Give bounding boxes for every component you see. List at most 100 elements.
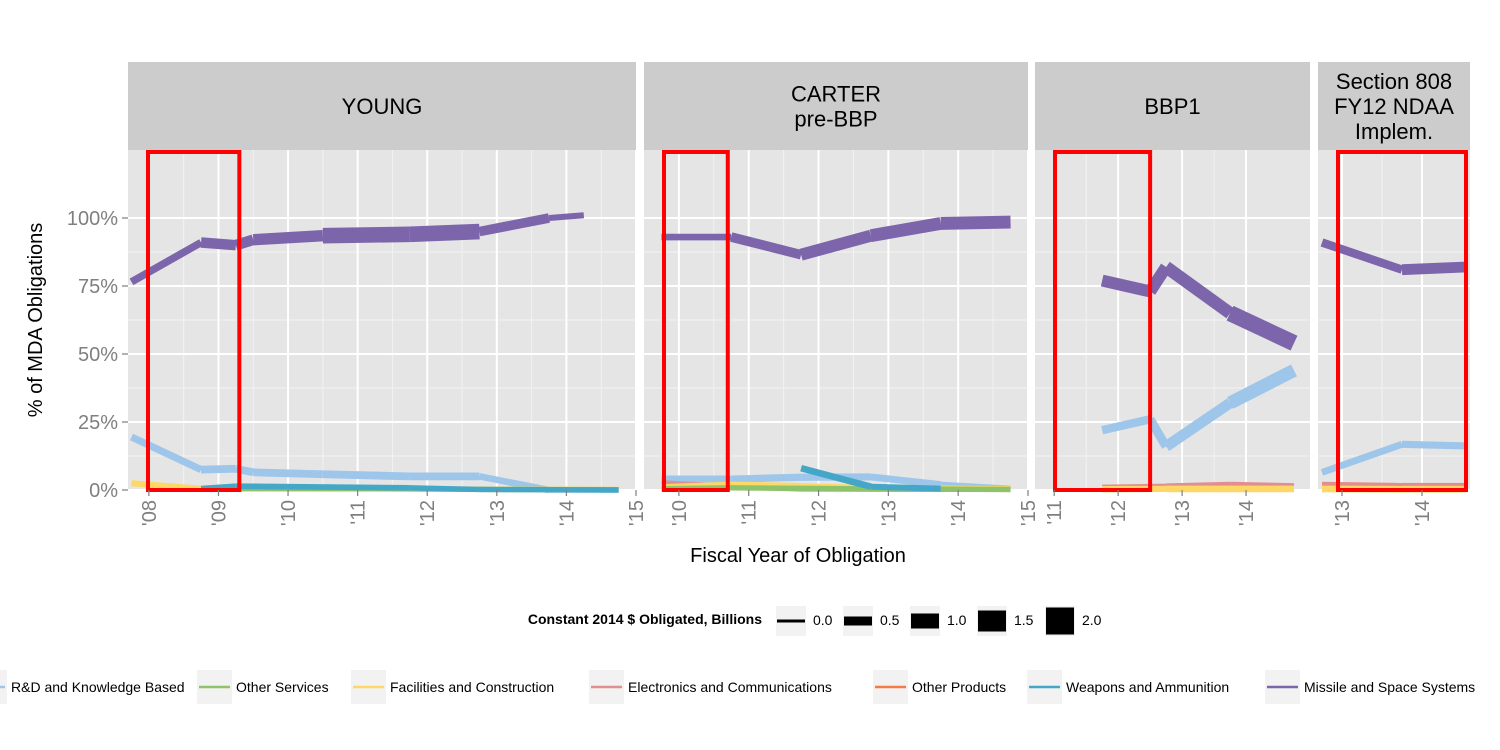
series-segment — [252, 229, 324, 246]
highlight-box — [1053, 150, 1153, 492]
facet-title: BBP1 — [1144, 94, 1200, 119]
series-line — [1320, 440, 1467, 476]
x-tick-label: '13 — [1332, 500, 1354, 526]
series-segment — [409, 485, 480, 493]
series-line — [200, 483, 619, 493]
series-segment — [1101, 415, 1152, 435]
series-segment — [870, 483, 941, 492]
y-axis-label: % of MDA Obligations — [25, 223, 47, 418]
y-tick-label: 25% — [78, 412, 118, 434]
y-tick-label: 0% — [89, 480, 118, 502]
series-segment — [200, 464, 236, 474]
x-tick-label: '12 — [417, 500, 439, 526]
facet-title: FY12 NDAA — [1334, 94, 1454, 119]
size-legend: Constant 2014 $ Obligated, Billions 0.0 0… — [528, 606, 1102, 636]
series-line — [1100, 261, 1298, 351]
x-tick-label: '13 — [878, 500, 900, 526]
series-segment — [200, 237, 237, 251]
facet-strip — [1035, 62, 1310, 150]
size-key-label: 1.5 — [1014, 612, 1034, 628]
facet-strip — [1318, 62, 1470, 150]
axes: % of MDA Obligations Fiscal Year of Obli… — [25, 208, 906, 567]
highlight-box — [146, 150, 242, 492]
size-key-label: 1.0 — [947, 612, 967, 628]
size-key-label: 0.5 — [880, 612, 900, 628]
series-segment — [800, 465, 872, 490]
series-segment — [253, 468, 323, 479]
x-tick-label: '13 — [1172, 500, 1194, 526]
series-segment — [799, 229, 873, 261]
legend-label: Facilities and Construction — [390, 679, 554, 695]
series-line — [800, 465, 941, 492]
size-key-label: 0.0 — [813, 612, 833, 628]
series-line — [1101, 364, 1298, 451]
series-segment — [131, 480, 202, 492]
legend-label: Other Services — [236, 679, 329, 695]
series-line — [1320, 238, 1467, 276]
legend-label: R&D and Knowledge Based — [11, 679, 185, 695]
series-segment — [479, 486, 619, 493]
x-tick-label: '11 — [1044, 500, 1066, 525]
x-tick-label: '14 — [948, 500, 970, 526]
x-tick-label: '12 — [809, 500, 831, 526]
x-tick-label: '11 — [739, 500, 761, 525]
x-tick-label: '09 — [208, 500, 230, 526]
facet-panels: YOUNG'08'09'10'11'12'13'14'15CARTERpre-B… — [128, 62, 1470, 526]
size-key-label: 2.0 — [1082, 612, 1102, 628]
x-tick-label: '10 — [278, 500, 300, 526]
series-segment — [129, 239, 203, 286]
series-segment — [869, 217, 942, 243]
x-tick-label: '14 — [556, 500, 578, 526]
series-segment — [870, 473, 942, 488]
x-tick-label: '10 — [669, 500, 691, 526]
series-segment — [731, 473, 802, 483]
y-tick-label: 50% — [78, 344, 118, 366]
series-segment — [409, 223, 480, 243]
facet-panel: YOUNG '08 '09 '10 '11 '12 '13 '14 '15 — [128, 62, 648, 526]
legend-label: Missile and Space Systems — [1304, 679, 1475, 695]
facet-title: Implem. — [1355, 119, 1433, 144]
series-segment — [322, 470, 410, 481]
facet-strip — [128, 62, 636, 150]
series-segment — [1320, 441, 1404, 476]
facet-title: Section 808 — [1336, 69, 1452, 94]
x-tick-label: '15 — [1018, 500, 1040, 526]
series-segment — [1100, 274, 1152, 298]
series-segment — [1401, 440, 1467, 450]
facet-panel: BBP1 '11 '12 '13 '14 — [1035, 62, 1310, 526]
x-tick-label: '13 — [487, 500, 509, 526]
series-segment — [1227, 364, 1298, 409]
series-segment — [731, 485, 802, 492]
x-tick-label: '15 — [626, 500, 648, 526]
size-legend-title: Constant 2014 $ Obligated, Billions — [528, 611, 762, 627]
series-segment — [548, 212, 585, 221]
series-segment — [129, 433, 203, 473]
facet-title: pre-BBP — [794, 107, 877, 132]
facet-strip — [644, 62, 1028, 150]
series-segment — [801, 485, 871, 492]
y-tick-label: 100% — [67, 208, 118, 230]
series-line — [129, 212, 585, 286]
series-segment — [730, 232, 803, 260]
x-tick-label: '11 — [348, 500, 370, 525]
facet-title: CARTER — [791, 82, 881, 107]
series-segment — [1226, 305, 1298, 351]
series-line — [661, 215, 1011, 261]
legend-label: Other Products — [912, 679, 1006, 695]
x-tick-label: '14 — [1236, 500, 1258, 526]
highlight-box — [1336, 150, 1468, 492]
legend-label: Electronics and Communications — [628, 679, 832, 695]
color-legend: R&D and Knowledge Based Other Services Fac… — [0, 670, 1475, 704]
x-tick-label: '14 — [1412, 500, 1434, 526]
facet-title: YOUNG — [342, 94, 423, 119]
x-tick-label: '12 — [1108, 500, 1130, 526]
series-segment — [322, 226, 410, 244]
series-segment — [1163, 398, 1234, 451]
legend-label: Weapons and Ammunition — [1066, 679, 1229, 695]
y-tick-label: 75% — [78, 276, 118, 298]
x-tick-label: '08 — [139, 500, 161, 526]
series-segment — [235, 483, 410, 491]
